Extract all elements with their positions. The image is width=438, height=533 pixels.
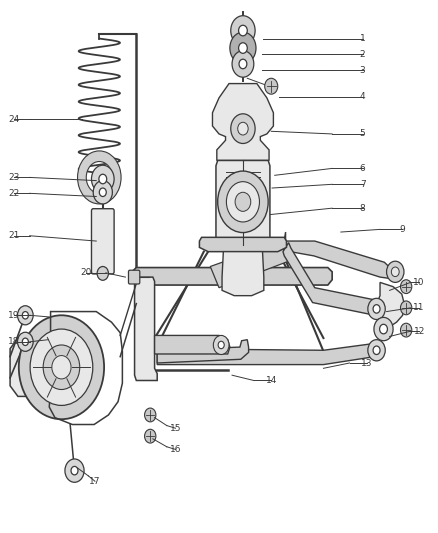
Text: 6: 6: [360, 164, 365, 173]
Circle shape: [30, 329, 93, 406]
Circle shape: [65, 459, 84, 482]
Circle shape: [231, 114, 255, 143]
Text: 15: 15: [170, 424, 181, 433]
Circle shape: [97, 266, 109, 280]
Circle shape: [22, 338, 28, 345]
Circle shape: [99, 188, 106, 197]
Text: 10: 10: [413, 278, 425, 287]
Circle shape: [368, 298, 385, 319]
Text: 2: 2: [360, 50, 365, 59]
FancyBboxPatch shape: [128, 270, 140, 284]
Text: 9: 9: [399, 225, 405, 234]
Circle shape: [71, 466, 78, 475]
Circle shape: [43, 345, 80, 390]
Polygon shape: [132, 268, 332, 285]
Circle shape: [99, 174, 107, 184]
Circle shape: [373, 346, 380, 354]
Circle shape: [52, 356, 71, 379]
Circle shape: [373, 305, 380, 313]
Circle shape: [374, 317, 393, 341]
Polygon shape: [222, 252, 264, 296]
Polygon shape: [377, 282, 404, 326]
Circle shape: [18, 306, 33, 325]
Text: 11: 11: [413, 303, 425, 312]
Circle shape: [368, 340, 385, 361]
Text: 5: 5: [360, 130, 365, 139]
Circle shape: [400, 280, 412, 294]
Polygon shape: [155, 335, 230, 354]
Polygon shape: [134, 277, 157, 381]
Circle shape: [145, 408, 156, 422]
Text: 17: 17: [89, 477, 101, 486]
Polygon shape: [157, 340, 249, 363]
Circle shape: [265, 78, 278, 94]
Text: 8: 8: [360, 204, 365, 213]
Text: 23: 23: [8, 173, 19, 182]
Circle shape: [400, 323, 412, 337]
Wedge shape: [78, 151, 121, 204]
Text: 7: 7: [360, 180, 365, 189]
Circle shape: [238, 122, 248, 135]
Text: 13: 13: [361, 359, 373, 367]
Text: 24: 24: [8, 115, 19, 124]
Text: 12: 12: [413, 327, 425, 336]
Circle shape: [231, 15, 255, 45]
Circle shape: [230, 32, 256, 64]
Circle shape: [235, 192, 251, 212]
Circle shape: [18, 332, 33, 351]
Polygon shape: [212, 84, 273, 160]
Circle shape: [213, 335, 229, 354]
Circle shape: [239, 25, 247, 36]
Circle shape: [226, 182, 259, 222]
Text: 14: 14: [265, 376, 277, 385]
Circle shape: [239, 43, 247, 53]
Text: 21: 21: [8, 231, 19, 240]
Circle shape: [380, 324, 388, 334]
Circle shape: [232, 51, 254, 77]
Polygon shape: [10, 338, 50, 397]
Circle shape: [19, 316, 104, 419]
Circle shape: [218, 341, 224, 349]
Text: 18: 18: [8, 337, 19, 346]
Circle shape: [400, 301, 412, 315]
Circle shape: [92, 165, 114, 193]
Circle shape: [93, 181, 113, 204]
Circle shape: [391, 267, 399, 277]
Text: 1: 1: [360, 34, 365, 43]
Text: 3: 3: [360, 66, 365, 75]
FancyBboxPatch shape: [92, 209, 114, 274]
Text: 16: 16: [170, 445, 181, 454]
Circle shape: [145, 429, 156, 443]
Circle shape: [239, 59, 247, 69]
Polygon shape: [157, 343, 380, 365]
Polygon shape: [283, 232, 402, 278]
Circle shape: [218, 171, 268, 232]
Polygon shape: [216, 160, 270, 245]
Polygon shape: [199, 237, 286, 252]
Text: 20: 20: [81, 268, 92, 277]
Polygon shape: [210, 240, 289, 288]
Circle shape: [387, 261, 404, 282]
Polygon shape: [283, 243, 384, 316]
Circle shape: [22, 312, 28, 319]
Text: 22: 22: [8, 189, 19, 198]
Text: 4: 4: [360, 92, 365, 101]
Text: 19: 19: [8, 311, 19, 320]
